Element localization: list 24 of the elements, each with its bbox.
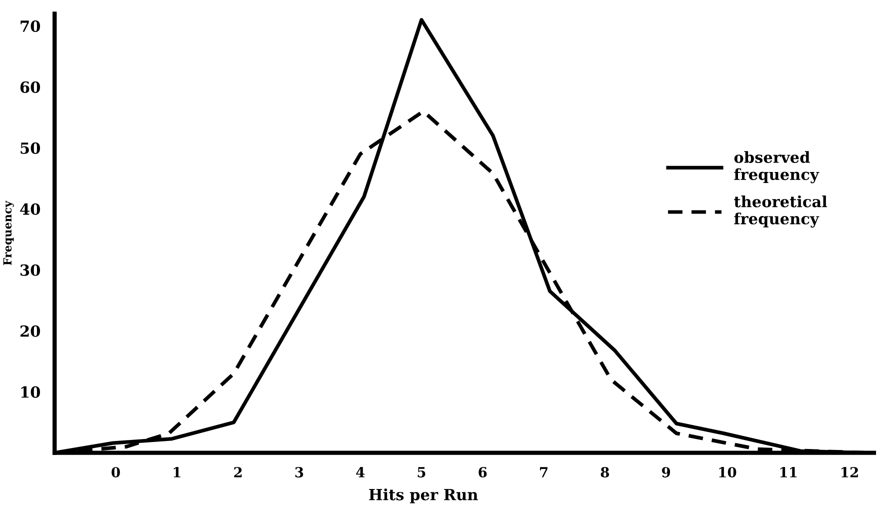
legend-label: theoretical frequency xyxy=(734,195,828,228)
x-tick-label: 7 xyxy=(540,467,548,478)
x-tick-label: 8 xyxy=(600,466,610,478)
x-tick-label: 2 xyxy=(234,466,242,478)
y-tick-label: 20 xyxy=(20,325,40,337)
y-axis-title: Frequency xyxy=(3,200,14,266)
x-axis-title: Hits per Run xyxy=(369,488,478,504)
x-tick-label: 1 xyxy=(174,466,180,478)
x-tick-label: 12 xyxy=(842,466,858,478)
x-tick-label: 4 xyxy=(356,466,365,478)
legend-label: observed frequency xyxy=(734,151,820,184)
y-tick-label: 60 xyxy=(20,81,40,93)
y-tick-label: 50 xyxy=(20,142,40,154)
x-tick-label: 11 xyxy=(780,466,797,478)
x-tick-label: 0 xyxy=(112,466,120,478)
x-tick-label: 10 xyxy=(719,466,736,478)
y-tick-label: 40 xyxy=(20,203,40,215)
y-tick-label: 30 xyxy=(20,264,40,276)
y-tick-label: 10 xyxy=(21,386,40,398)
x-tick-label: 9 xyxy=(662,466,670,478)
x-tick-label: 3 xyxy=(295,466,304,478)
x-tick-label: 5 xyxy=(418,467,426,478)
x-tick-label: 6 xyxy=(478,466,487,478)
y-tick-label: 70 xyxy=(20,20,40,32)
